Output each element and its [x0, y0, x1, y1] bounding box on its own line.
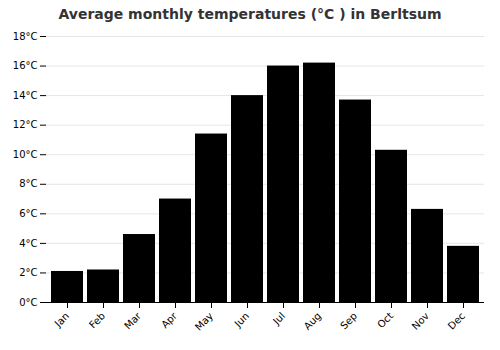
svg-text:Jan: Jan: [52, 310, 71, 329]
svg-text:Aug: Aug: [302, 310, 324, 332]
svg-text:Feb: Feb: [87, 310, 107, 330]
svg-text:10°C: 10°C: [13, 149, 38, 160]
svg-text:Jul: Jul: [270, 310, 287, 327]
svg-text:Mar: Mar: [122, 310, 144, 332]
svg-text:18°C: 18°C: [13, 31, 38, 42]
svg-text:0°C: 0°C: [19, 297, 37, 308]
svg-text:4°C: 4°C: [19, 238, 37, 249]
svg-text:Nov: Nov: [410, 310, 432, 332]
svg-text:Sep: Sep: [338, 310, 359, 331]
svg-text:Oct: Oct: [375, 310, 395, 330]
svg-text:2°C: 2°C: [19, 267, 37, 278]
html-text:Average monthly temperatures (: Average monthly temperatures (°C ) in Be…: [58, 6, 442, 22]
svg-text:Jun: Jun: [232, 310, 252, 330]
svg-text:Dec: Dec: [446, 310, 467, 331]
svg-text:8°C: 8°C: [19, 178, 37, 189]
svg-text:Apr: Apr: [159, 310, 180, 331]
svg-text:6°C: 6°C: [19, 208, 37, 219]
svg-text:14°C: 14°C: [13, 90, 38, 101]
svg-text:May: May: [193, 310, 215, 332]
svg-text:16°C: 16°C: [13, 60, 38, 71]
svg-text:12°C: 12°C: [13, 119, 38, 130]
